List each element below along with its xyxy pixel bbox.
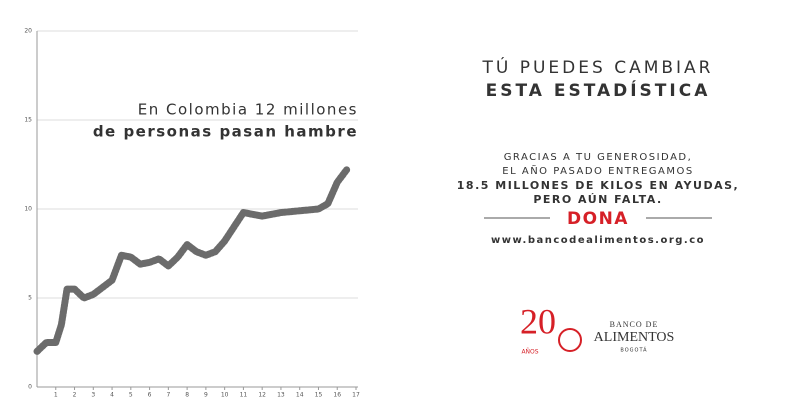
- line: [33, 166, 351, 355]
- logo-years: AÑOS: [521, 349, 538, 356]
- x-tick-label: 8: [185, 392, 189, 399]
- x-tick-label: 6: [148, 392, 152, 399]
- logo-text: BANCO DE: [610, 320, 659, 329]
- logo-ring: [558, 328, 582, 352]
- url[interactable]: www.bancodealimentos.org.co: [491, 235, 705, 246]
- x-tick-label: 14: [296, 392, 304, 399]
- y-tick-label: 10: [24, 206, 32, 213]
- x-tick-label: 3: [91, 392, 95, 399]
- y-tick-label: 15: [24, 117, 32, 124]
- headline: TÚ PUEDES CAMBIAR: [482, 56, 714, 78]
- logo-text: BOGOTÁ: [620, 347, 647, 354]
- y-tick-label: 5: [28, 295, 32, 302]
- x-tick-label: 16: [333, 392, 341, 399]
- body-text: EL AÑO PASADO ENTREGAMOS: [502, 164, 693, 177]
- x-tick-label: 13: [277, 392, 285, 399]
- x-tick-label: 10: [221, 392, 229, 399]
- x-tick-label: 5: [129, 392, 133, 399]
- body-text: PERO AÚN FALTA.: [533, 193, 662, 206]
- logo-number: 20: [520, 301, 556, 341]
- logo: 20 AÑOS BANCO DE ALIMENTOS BOGOTÁ: [520, 301, 674, 355]
- x-tick-label: 12: [258, 392, 266, 399]
- y-tick-label: 20: [24, 28, 32, 35]
- x-tick-label: 17: [352, 392, 360, 399]
- logo-text: ALIMENTOS: [594, 330, 675, 345]
- annotation: de personas pasan hambre: [93, 123, 358, 141]
- x-tick-label: 7: [166, 392, 170, 399]
- x-tick-label: 1: [54, 392, 58, 399]
- headline: ESTA ESTADÍSTICA: [486, 79, 711, 101]
- x-tick-label: 2: [73, 392, 77, 399]
- cta[interactable]: DONA: [567, 209, 629, 229]
- x-tick-label: 11: [240, 392, 248, 399]
- body-text: 18.5 MILLONES DE KILOS EN AYUDAS,: [457, 179, 739, 192]
- y-tick-label: 0: [28, 384, 32, 391]
- x-tick-label: 4: [110, 392, 114, 399]
- x-tick-label: 15: [315, 392, 323, 399]
- x-tick-label: 9: [204, 392, 208, 399]
- body-text: GRACIAS A TU GENEROSIDAD,: [504, 152, 693, 163]
- annotation: En Colombia 12 millones: [138, 101, 358, 119]
